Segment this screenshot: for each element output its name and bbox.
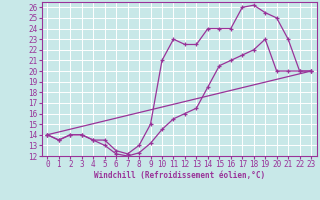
X-axis label: Windchill (Refroidissement éolien,°C): Windchill (Refroidissement éolien,°C) — [94, 171, 265, 180]
